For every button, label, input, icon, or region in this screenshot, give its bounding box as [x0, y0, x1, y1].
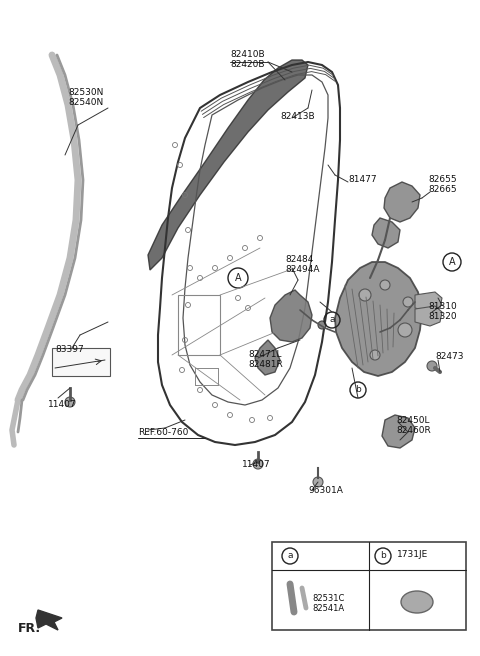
Circle shape: [398, 323, 412, 337]
Text: 82413B: 82413B: [280, 112, 314, 121]
Text: 82473: 82473: [435, 352, 464, 361]
Text: A: A: [449, 257, 456, 267]
Circle shape: [370, 350, 380, 360]
Text: 82471L
82481R: 82471L 82481R: [248, 350, 283, 369]
Text: A: A: [235, 273, 241, 283]
Text: REF.60-760: REF.60-760: [138, 428, 188, 437]
Text: 82530N
82540N: 82530N 82540N: [68, 88, 103, 108]
Text: 96301A: 96301A: [308, 486, 343, 495]
FancyBboxPatch shape: [52, 348, 110, 376]
Text: 83397: 83397: [55, 345, 84, 354]
Polygon shape: [148, 60, 308, 270]
Bar: [272, 542, 466, 630]
Polygon shape: [270, 290, 312, 342]
Text: 81477: 81477: [348, 175, 377, 184]
Polygon shape: [255, 340, 280, 375]
Text: b: b: [355, 386, 361, 394]
Text: a: a: [287, 552, 293, 560]
Circle shape: [253, 459, 263, 469]
Polygon shape: [382, 415, 415, 448]
Text: 1731JE: 1731JE: [397, 550, 428, 559]
Polygon shape: [335, 262, 422, 376]
Circle shape: [65, 397, 75, 407]
Circle shape: [380, 280, 390, 290]
Text: 81310
81320: 81310 81320: [428, 302, 457, 321]
Circle shape: [427, 361, 437, 371]
Text: 82531C
82541A: 82531C 82541A: [312, 594, 344, 613]
Circle shape: [403, 297, 413, 307]
Text: 11407: 11407: [48, 400, 77, 409]
Circle shape: [313, 477, 323, 487]
Text: 82410B
82420B: 82410B 82420B: [230, 50, 264, 70]
Text: 82484
82494A: 82484 82494A: [285, 255, 320, 274]
Circle shape: [359, 289, 371, 301]
Polygon shape: [415, 306, 442, 326]
Polygon shape: [36, 610, 62, 630]
Circle shape: [318, 321, 326, 329]
Text: b: b: [380, 552, 386, 560]
Polygon shape: [384, 182, 420, 222]
Text: 82655
82665: 82655 82665: [428, 175, 456, 194]
Text: 82450L
82460R: 82450L 82460R: [396, 416, 431, 436]
Text: a: a: [329, 316, 335, 325]
Polygon shape: [372, 218, 400, 248]
Text: 11407: 11407: [242, 460, 271, 469]
Polygon shape: [415, 292, 442, 312]
Ellipse shape: [401, 591, 433, 613]
Text: FR.: FR.: [18, 622, 41, 635]
